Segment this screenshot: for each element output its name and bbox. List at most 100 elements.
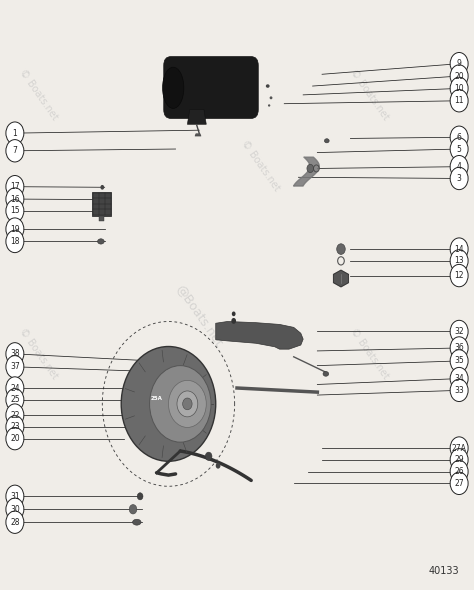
Polygon shape: [334, 270, 348, 287]
Circle shape: [450, 472, 468, 494]
Circle shape: [182, 398, 192, 410]
Circle shape: [6, 389, 24, 411]
Circle shape: [6, 343, 24, 365]
Circle shape: [6, 122, 24, 145]
Text: 31: 31: [10, 492, 20, 501]
Text: 20: 20: [454, 71, 464, 81]
Text: 11: 11: [455, 96, 464, 105]
Text: 24: 24: [10, 384, 20, 392]
Text: 18: 18: [10, 237, 19, 246]
Text: 14: 14: [454, 245, 464, 254]
Text: 9: 9: [456, 59, 462, 68]
Circle shape: [6, 175, 24, 198]
Circle shape: [450, 65, 468, 87]
Text: 10: 10: [454, 84, 464, 93]
Text: 34: 34: [454, 374, 464, 383]
Text: 29: 29: [454, 455, 464, 464]
Text: 16: 16: [10, 195, 20, 204]
Circle shape: [168, 381, 206, 427]
Text: © Boats.net: © Boats.net: [18, 68, 60, 122]
Text: 19: 19: [10, 225, 20, 234]
Circle shape: [216, 463, 220, 468]
Circle shape: [6, 188, 24, 210]
Circle shape: [6, 427, 24, 450]
Text: 17: 17: [10, 182, 20, 191]
Ellipse shape: [324, 139, 329, 143]
Circle shape: [450, 264, 468, 287]
Text: 32: 32: [454, 327, 464, 336]
Text: 40133: 40133: [428, 566, 459, 576]
Circle shape: [177, 391, 198, 417]
Text: 25A: 25A: [151, 395, 163, 401]
Ellipse shape: [121, 346, 216, 461]
Circle shape: [6, 416, 24, 438]
Text: 13: 13: [454, 257, 464, 266]
Circle shape: [6, 140, 24, 162]
Ellipse shape: [133, 519, 141, 525]
Circle shape: [450, 156, 468, 178]
Ellipse shape: [98, 239, 104, 244]
Text: 23: 23: [10, 422, 20, 431]
Circle shape: [337, 244, 345, 254]
Text: 12: 12: [455, 271, 464, 280]
Circle shape: [450, 126, 468, 149]
Text: 35: 35: [454, 356, 464, 365]
Circle shape: [6, 404, 24, 426]
Circle shape: [450, 250, 468, 272]
Circle shape: [150, 366, 211, 442]
Text: 1: 1: [12, 129, 17, 137]
Circle shape: [6, 356, 24, 378]
Circle shape: [450, 90, 468, 112]
Text: 38: 38: [10, 349, 20, 358]
Text: 28: 28: [10, 517, 19, 527]
FancyBboxPatch shape: [99, 216, 104, 221]
Text: 27A: 27A: [452, 444, 466, 453]
Text: 36: 36: [454, 343, 464, 352]
Polygon shape: [187, 110, 206, 124]
Text: © Boats.net: © Boats.net: [348, 68, 391, 122]
Circle shape: [307, 165, 314, 172]
Circle shape: [6, 218, 24, 240]
Text: 4: 4: [456, 162, 462, 171]
Text: 22: 22: [10, 411, 19, 419]
Circle shape: [232, 312, 236, 316]
Circle shape: [231, 318, 236, 324]
Text: 5: 5: [456, 145, 462, 153]
Text: © Boats.net: © Boats.net: [18, 327, 60, 381]
Text: 27: 27: [454, 479, 464, 488]
Text: 26: 26: [454, 467, 464, 476]
Ellipse shape: [266, 84, 270, 88]
Polygon shape: [195, 134, 201, 136]
Text: 25: 25: [10, 395, 20, 404]
Circle shape: [129, 504, 137, 514]
Text: 6: 6: [456, 133, 462, 142]
FancyBboxPatch shape: [164, 57, 258, 119]
Text: © Boats.net: © Boats.net: [348, 327, 391, 381]
Circle shape: [6, 199, 24, 222]
Text: 30: 30: [10, 505, 20, 514]
Ellipse shape: [163, 67, 184, 109]
Circle shape: [450, 168, 468, 189]
Text: 7: 7: [12, 146, 18, 155]
Circle shape: [450, 138, 468, 160]
Circle shape: [450, 350, 468, 372]
Text: 3: 3: [456, 174, 462, 183]
Circle shape: [6, 485, 24, 507]
Circle shape: [205, 452, 212, 460]
Text: 33: 33: [454, 386, 464, 395]
Circle shape: [6, 511, 24, 533]
Circle shape: [450, 337, 468, 359]
Text: 20: 20: [10, 434, 20, 443]
Circle shape: [6, 377, 24, 399]
Circle shape: [137, 493, 143, 500]
Text: © Boats.net: © Boats.net: [239, 138, 282, 193]
Circle shape: [450, 77, 468, 100]
Text: @Boats.net: @Boats.net: [173, 282, 225, 349]
Circle shape: [450, 368, 468, 390]
Circle shape: [6, 230, 24, 253]
Circle shape: [450, 53, 468, 75]
Circle shape: [100, 185, 104, 189]
Circle shape: [450, 238, 468, 260]
Ellipse shape: [270, 96, 273, 99]
Circle shape: [450, 437, 468, 459]
